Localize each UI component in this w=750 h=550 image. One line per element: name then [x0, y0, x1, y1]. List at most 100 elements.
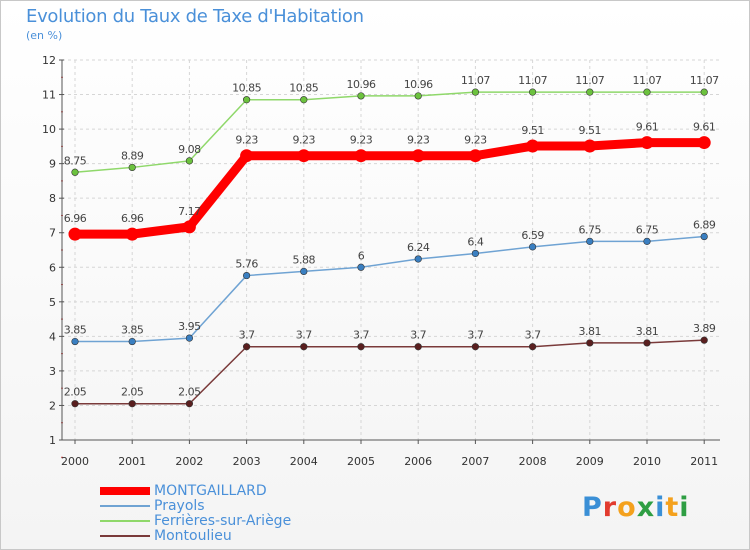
logo-letter: i — [655, 492, 666, 523]
data-point — [528, 88, 537, 96]
data-label: 9.51 — [521, 124, 544, 137]
data-point — [240, 149, 254, 163]
data-label: 2.05 — [121, 386, 144, 399]
data-label: 8.89 — [121, 149, 144, 162]
logo-letter: i — [679, 492, 690, 523]
x-tick-label: 2009 — [576, 455, 604, 468]
data-point — [471, 88, 480, 96]
data-label: 3.7 — [467, 329, 483, 342]
data-label: 6.89 — [693, 219, 716, 232]
data-point — [643, 88, 651, 96]
chart-title: Evolution du Taux de Taxe d'Habitation — [26, 6, 364, 27]
data-point — [471, 249, 480, 258]
y-tick-label: 4 — [49, 330, 56, 343]
legend-swatch-montgaillard — [100, 487, 150, 495]
data-point — [354, 149, 368, 163]
data-label: 9.51 — [579, 124, 602, 137]
data-point — [128, 337, 136, 346]
data-label: 11.07 — [575, 74, 604, 87]
data-point — [414, 92, 422, 100]
data-label: 6.96 — [121, 212, 144, 225]
x-tick-label: 2011 — [690, 455, 718, 468]
data-point — [414, 255, 422, 263]
data-label: 3.7 — [525, 329, 541, 342]
data-label: 3.81 — [579, 325, 602, 338]
data-point — [583, 139, 597, 153]
chart-subtitle: (en %) — [26, 29, 63, 42]
data-label: 3.95 — [178, 320, 201, 333]
data-point — [700, 88, 708, 96]
data-point — [357, 92, 365, 100]
legend-label-montoulieu: Montoulieu — [154, 528, 232, 544]
data-label: 5.88 — [293, 253, 316, 266]
data-point — [528, 243, 537, 251]
data-label: 10.85 — [232, 82, 261, 95]
data-label: 9.23 — [464, 134, 487, 147]
legend-label-prayols: Prayols — [154, 498, 205, 514]
legend-swatch-montoulieu — [100, 535, 150, 537]
data-label: 9.08 — [178, 143, 201, 156]
data-label: 6.24 — [407, 241, 430, 254]
series-line-3 — [74, 339, 705, 405]
data-point — [526, 139, 540, 153]
data-point — [128, 163, 136, 172]
data-label: 6.59 — [521, 229, 544, 242]
data-label: 9.61 — [693, 121, 716, 134]
data-label: 6.4 — [467, 235, 483, 248]
logo-letter: o — [617, 492, 637, 523]
x-tick-label: 2003 — [233, 455, 261, 468]
data-point — [643, 237, 651, 245]
data-label: 9.23 — [235, 134, 258, 147]
y-tick-label: 6 — [49, 261, 56, 274]
data-label: 7.17 — [178, 205, 201, 218]
y-tick-label: 9 — [49, 158, 56, 171]
data-label: 9.23 — [407, 134, 430, 147]
data-point — [243, 271, 251, 280]
data-point — [185, 334, 193, 342]
x-tick-label: 2001 — [118, 455, 146, 468]
data-label: 8.75 — [64, 154, 87, 167]
data-label: 3.7 — [353, 329, 369, 342]
data-point — [357, 343, 365, 351]
data-point — [528, 343, 537, 351]
x-tick-label: 2000 — [61, 455, 89, 468]
y-tick-label: 10 — [42, 123, 56, 136]
data-label: 11.07 — [690, 74, 719, 87]
x-tick-label: 2005 — [347, 455, 375, 468]
data-point — [128, 400, 136, 408]
series-line-2 — [74, 91, 705, 174]
y-tick-label: 12 — [42, 54, 56, 67]
y-tick-label: 3 — [49, 365, 56, 378]
data-point — [697, 136, 711, 150]
y-tick-label: 2 — [49, 399, 56, 412]
data-label: 10.96 — [347, 78, 376, 91]
data-point — [297, 149, 311, 163]
data-label: 10.85 — [289, 82, 318, 95]
data-label: 9.23 — [293, 134, 316, 147]
data-label: 6.96 — [64, 212, 87, 225]
x-tick-label: 2010 — [633, 455, 661, 468]
logo-letter: t — [665, 492, 680, 523]
data-label: 3.89 — [693, 322, 716, 335]
data-label: 3.85 — [121, 324, 144, 337]
legend-swatch-ferrieres — [100, 520, 150, 522]
x-tick-label: 2002 — [175, 455, 203, 468]
data-label: 11.07 — [633, 74, 662, 87]
data-point — [471, 343, 480, 351]
data-point — [300, 267, 308, 276]
data-label: 11.07 — [461, 74, 490, 87]
data-label: 5.76 — [235, 258, 258, 271]
data-point — [468, 149, 482, 163]
data-point — [300, 96, 308, 104]
data-label: 10.96 — [404, 78, 433, 91]
data-point — [243, 96, 251, 104]
data-label: 6.75 — [579, 223, 602, 236]
data-point — [700, 232, 708, 241]
data-label: 3.85 — [64, 324, 87, 337]
data-point — [68, 227, 82, 241]
data-point — [411, 149, 425, 163]
proxiti-logo: Proxiti — [582, 492, 690, 523]
y-tick-label: 8 — [49, 192, 56, 205]
series-line-0 — [70, 138, 709, 239]
data-point — [71, 168, 79, 176]
